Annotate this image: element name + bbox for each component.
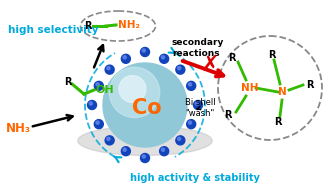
Circle shape [188, 83, 191, 86]
Text: OH: OH [96, 85, 115, 95]
Circle shape [161, 56, 165, 59]
Text: R: R [84, 21, 92, 31]
Circle shape [142, 155, 146, 158]
Text: R: R [224, 110, 232, 120]
Circle shape [195, 102, 198, 105]
Text: NH₃: NH₃ [6, 122, 31, 135]
Text: R: R [228, 53, 236, 63]
Circle shape [187, 81, 196, 90]
Circle shape [96, 121, 99, 124]
Text: Bi shell
"wash": Bi shell "wash" [185, 98, 216, 118]
Circle shape [105, 136, 114, 145]
Text: R: R [268, 50, 276, 60]
Text: high selectivity: high selectivity [8, 25, 99, 35]
Text: R: R [306, 80, 314, 90]
Text: secondary
reactions: secondary reactions [172, 38, 224, 58]
Circle shape [94, 120, 103, 129]
Text: NH: NH [241, 83, 259, 93]
Circle shape [177, 137, 181, 140]
Circle shape [176, 65, 185, 74]
Circle shape [123, 148, 126, 151]
Circle shape [121, 54, 130, 63]
Circle shape [160, 54, 168, 63]
Circle shape [161, 148, 165, 151]
Circle shape [193, 101, 202, 109]
Circle shape [107, 137, 110, 140]
Circle shape [107, 67, 110, 70]
Circle shape [119, 76, 146, 102]
Circle shape [141, 47, 150, 57]
Text: Co: Co [132, 98, 162, 118]
Circle shape [109, 67, 160, 118]
Circle shape [105, 65, 114, 74]
Circle shape [160, 147, 168, 156]
Text: R: R [274, 117, 282, 127]
Circle shape [142, 49, 146, 52]
Circle shape [123, 56, 126, 59]
Circle shape [88, 101, 97, 109]
Circle shape [176, 136, 185, 145]
Circle shape [121, 147, 130, 156]
Text: NH₂: NH₂ [118, 20, 140, 30]
Text: R: R [64, 77, 72, 87]
Text: ✗: ✗ [201, 55, 219, 75]
Text: N: N [278, 87, 286, 97]
Circle shape [141, 153, 150, 163]
Circle shape [103, 63, 187, 147]
Circle shape [177, 67, 181, 70]
Circle shape [94, 81, 103, 90]
Circle shape [188, 121, 191, 124]
Ellipse shape [78, 126, 212, 155]
Circle shape [187, 120, 196, 129]
Text: high activity & stability: high activity & stability [130, 173, 260, 183]
Circle shape [89, 102, 92, 105]
Circle shape [96, 83, 99, 86]
